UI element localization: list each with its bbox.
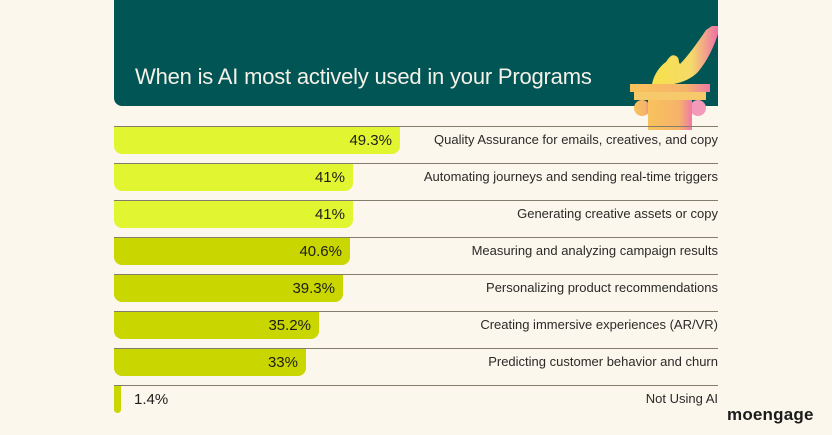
bar-value: 41%	[314, 206, 345, 223]
bar-label: Quality Assurance for emails, creatives,…	[434, 132, 718, 147]
bar-value: 49.3%	[349, 132, 392, 149]
chart-row: 39.3% Personalizing product recommendati…	[114, 274, 718, 311]
bar-label: Predicting customer behavior and churn	[488, 354, 718, 369]
bar-label: Not Using AI	[645, 391, 718, 406]
bar: 41%	[114, 201, 353, 228]
chart-row: 41% Automating journeys and sending real…	[114, 163, 718, 200]
bar-label: Measuring and analyzing campaign results	[471, 243, 718, 258]
bar-value: 39.3%	[292, 280, 335, 297]
bar: 33%	[114, 349, 306, 376]
torch-hand-icon	[630, 26, 718, 130]
chart-row: 49.3% Quality Assurance for emails, crea…	[114, 126, 718, 163]
bar	[114, 386, 121, 413]
bar: 49.3%	[114, 127, 400, 154]
chart-row: 33% Predicting customer behavior and chu…	[114, 348, 718, 385]
bar-label: Personalizing product recommendations	[486, 280, 718, 295]
bar-value: 41%	[314, 169, 345, 186]
chart-row: 41% Generating creative assets or copy	[114, 200, 718, 237]
chart-row: 1.4% Not Using AI	[114, 385, 718, 422]
chart-row: 35.2% Creating immersive experiences (AR…	[114, 311, 718, 348]
bar-value: 33%	[267, 354, 298, 371]
bar: 41%	[114, 164, 353, 191]
chart-header: When is AI most actively used in your Pr…	[114, 0, 718, 106]
bar-value: 35.2%	[268, 317, 311, 334]
bar: 35.2%	[114, 312, 319, 339]
chart-title: When is AI most actively used in your Pr…	[135, 64, 592, 89]
bar-label: Creating immersive experiences (AR/VR)	[480, 317, 718, 332]
bar-value: 1.4%	[134, 391, 169, 408]
moengage-logo: moengage	[727, 405, 814, 424]
bar-label: Generating creative assets or copy	[517, 206, 718, 221]
bar-chart: 49.3% Quality Assurance for emails, crea…	[114, 126, 718, 422]
bar-value: 40.6%	[299, 243, 342, 260]
bar-label: Automating journeys and sending real-tim…	[423, 169, 718, 184]
chart-row: 40.6% Measuring and analyzing campaign r…	[114, 237, 718, 274]
bar: 39.3%	[114, 275, 343, 302]
bar: 40.6%	[114, 238, 350, 265]
